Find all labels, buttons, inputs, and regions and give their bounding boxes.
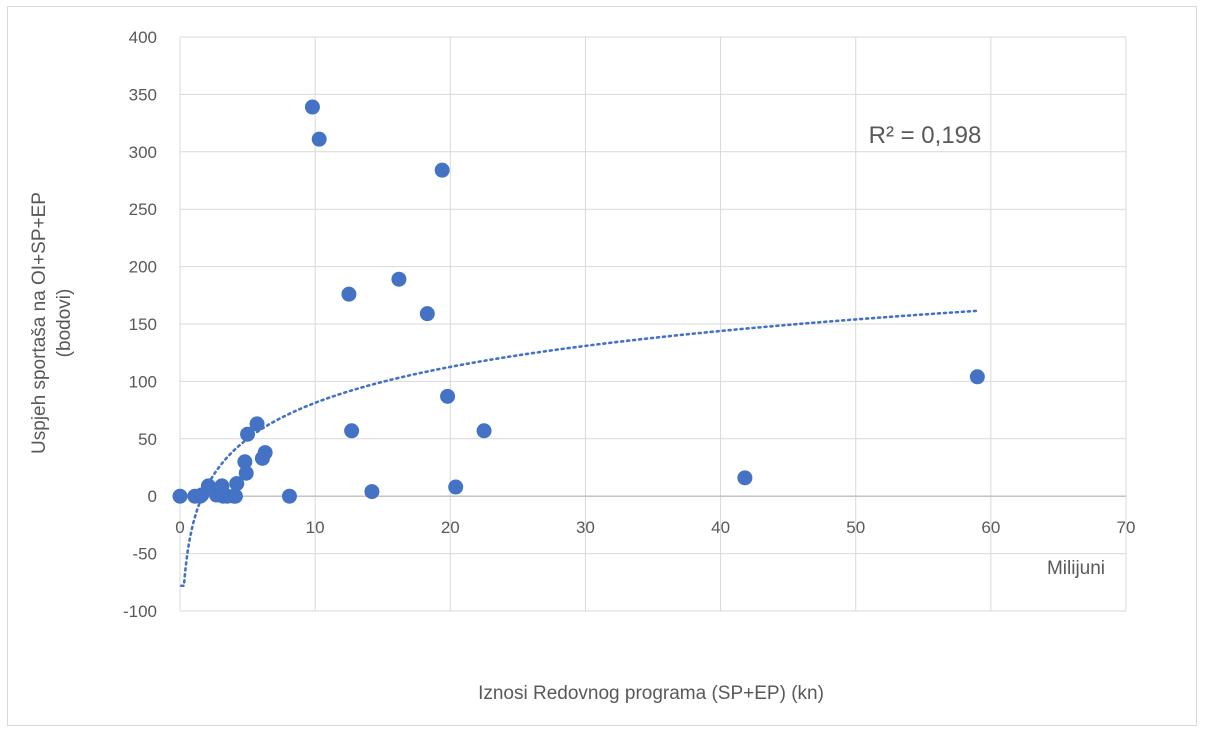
x-tick-label: 60 [981,518,1000,537]
y-tick-label: 400 [129,28,157,47]
data-point [240,426,256,442]
x-tick-label: 50 [846,518,865,537]
x-axis-title: Iznosi Redovnog programa (SP+EP) (kn) [478,683,824,704]
y-tick-label: 150 [129,315,157,334]
data-point [476,423,492,439]
x-tick-label: 30 [576,518,595,537]
data-point [172,488,188,504]
y-axis-title-line1: Uspjeh sportaša na OI+SP+EP [29,192,50,454]
data-point [341,286,357,302]
y-tick-label: 0 [148,487,157,506]
x-tick-label: 0 [175,518,184,537]
tick-labels: -100 -50 0 50 100 150 200 250 300 350 400 0 10 20 30 40… [123,28,1135,621]
y-tick-label: -100 [123,602,157,621]
data-point [281,488,297,504]
r-squared-label: R² = 0,198 [869,122,982,149]
y-tick-label: 200 [129,258,157,277]
data-points [172,99,985,504]
x-tick-label: 10 [306,518,325,537]
data-point [364,484,380,500]
data-point [344,423,360,439]
data-point [249,416,265,432]
y-tick-label: 350 [129,85,157,104]
data-point [440,388,456,404]
y-tick-label: 250 [129,200,157,219]
data-point [391,271,407,287]
grid-lines [179,36,1127,612]
trendline-path [180,309,979,588]
data-point [227,488,243,504]
x-tick-label: 40 [711,518,730,537]
data-point [434,162,450,178]
data-point [969,369,985,385]
chart-frame [7,6,1197,726]
x-tick-label: 70 [1117,518,1136,537]
x-unit-label: Milijuni [1047,558,1105,579]
y-axis-title-line2: (bodovi) [54,289,75,358]
data-point [238,465,254,481]
data-point [304,99,320,115]
y-tick-label: 100 [129,372,157,391]
y-tick-label: 300 [129,143,157,162]
data-point [419,306,435,322]
y-tick-label: 50 [138,430,157,449]
data-point [257,445,273,461]
data-point [448,479,464,495]
y-tick-label: -50 [132,545,157,564]
data-point [229,476,245,492]
data-point [737,470,753,486]
trendline [180,309,979,588]
x-tick-label: 20 [441,518,460,537]
data-point [311,131,327,147]
